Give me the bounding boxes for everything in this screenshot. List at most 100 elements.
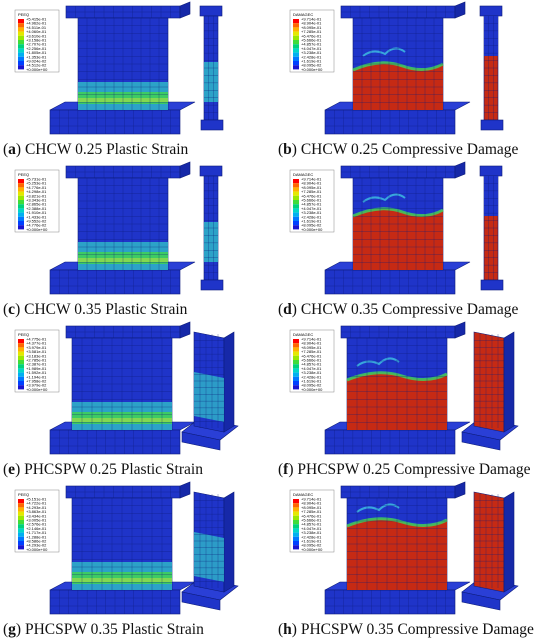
legend-swatch [18, 499, 24, 504]
legend-swatch [18, 52, 24, 57]
legend-value: +0.000e+00 [301, 387, 323, 392]
legend-value: +5.666e-01 [301, 198, 322, 203]
legend-swatch [18, 368, 24, 373]
figure-panel-c: PEEQ +5.731e-01 +5.253e-01 +4.776e-01 +4.298… [0, 161, 275, 322]
legend-value: +1.433e-01 [26, 214, 47, 219]
legend-swatch [293, 360, 299, 365]
legend-title: PEEQ [18, 172, 29, 177]
panel-label: b [283, 141, 292, 158]
legend-value: +4.962e-01 [26, 21, 47, 26]
wall-side-view [181, 331, 239, 451]
panel-label: h [283, 621, 292, 638]
panel-caption: (f) PHCSPW 0.25 Compressive Damage [278, 461, 531, 478]
wall-side-view [181, 491, 239, 611]
legend-swatch [18, 48, 24, 53]
legend-swatch [18, 385, 24, 390]
panel-label: e [8, 461, 16, 478]
legend-swatch [18, 221, 24, 226]
legend: DAMAGEC+9.714e-01+8.904e-01+8.095e-01+7.… [289, 329, 335, 393]
legend-value: +2.388e-01 [26, 206, 47, 211]
legend-value: +1.592e-01 [26, 370, 47, 375]
legend-value: +1.989e-01 [26, 366, 47, 371]
legend-swatch [18, 376, 24, 381]
legend-swatch [18, 27, 24, 32]
legend-value: +1.619e-01 [301, 539, 322, 544]
wall-side-view [479, 5, 504, 131]
legend-value: +3.238e-01 [301, 50, 322, 55]
legend-value: +1.619e-01 [301, 379, 322, 384]
legend-swatch [293, 183, 299, 188]
legend-swatch [293, 40, 299, 45]
panel-caption: (d) CHCW 0.35 Compressive Damage [278, 301, 519, 318]
legend-swatch [293, 376, 299, 381]
legend-value: +3.238e-01 [301, 370, 322, 375]
legend-value: +3.979e-02 [26, 383, 47, 388]
legend-value: +4.047e-01 [301, 526, 322, 531]
legend-value: +0.000e+00 [301, 227, 323, 232]
wall-front-view [324, 481, 471, 615]
legend-value: +4.047e-01 [301, 206, 322, 211]
legend-value: +3.238e-01 [301, 530, 322, 535]
legend-value: +2.428e-01 [301, 374, 322, 379]
legend-swatch [18, 31, 24, 36]
legend-value: +4.775e-01 [26, 337, 47, 342]
figure-panel-e: PEEQ +4.775e-01 +4.377e-01 +3.979e-01 +3.581… [0, 321, 275, 482]
legend-value: +3.979e-01 [26, 345, 47, 350]
legend-swatch [293, 499, 299, 504]
legend-value: +2.576e-01 [26, 522, 47, 527]
wall-side-view [199, 165, 224, 291]
legend-value: +5.666e-01 [301, 358, 322, 363]
legend-value: +1.910e-01 [26, 210, 47, 215]
legend-swatch [293, 515, 299, 520]
panel-caption: (c) CHCW 0.35 Plastic Strain [3, 301, 188, 318]
figure-panel-g: PEEQ +5.151e-01 +4.722e-01 +4.293e-01 +3.863… [0, 481, 275, 642]
wall-side-view [461, 331, 519, 451]
legend-swatch [293, 225, 299, 230]
legend-swatch [293, 385, 299, 390]
legend-value: +9.714e-01 [301, 177, 322, 182]
legend-swatch [293, 52, 299, 57]
legend-swatch [18, 179, 24, 184]
figure-panel-h: DAMAGEC +9.714e-01 +8.904e-01 +8.095e-01 +7.… [275, 481, 550, 642]
legend-swatch [18, 515, 24, 520]
legend-value: +4.857e-01 [301, 202, 322, 207]
legend-swatch [293, 532, 299, 537]
legend-value: +6.476e-01 [301, 33, 322, 38]
legend-swatch [293, 216, 299, 221]
legend-value: +3.238e-01 [301, 210, 322, 215]
legend-value: +7.285e-01 [301, 189, 322, 194]
legend-value: +7.958e-02 [26, 379, 47, 384]
legend-swatch [293, 520, 299, 525]
legend-swatch [293, 31, 299, 36]
legend-swatch [18, 40, 24, 45]
wall-front-view [324, 321, 471, 455]
legend-value: +3.434e-01 [26, 513, 47, 518]
panel-caption: (g) PHCSPW 0.35 Plastic Strain [3, 621, 204, 638]
figure-panel-a: PEEQ +5.415e-01 +4.962e-01 +4.511e-01 +4.060… [0, 1, 275, 162]
legend-value: +4.377e-01 [26, 341, 47, 346]
legend-value: +2.256e-01 [26, 46, 47, 51]
legend-value: +8.095e-02 [301, 383, 322, 388]
legend-value: +3.821e-01 [26, 193, 47, 198]
figure-panel-f: DAMAGEC +9.714e-01 +8.904e-01 +8.095e-01 +7.… [275, 321, 550, 482]
legend-value: +3.863e-01 [26, 509, 47, 514]
legend-value: +9.552e-02 [26, 219, 47, 224]
legend-value: +0.000e+00 [301, 67, 323, 72]
legend-value: +4.047e-01 [301, 366, 322, 371]
fe-contour-render: PEEQ+4.775e-01+4.377e-01+3.979e-01+3.581… [14, 321, 239, 455]
legend-swatch [18, 183, 24, 188]
legend-value: +2.707e-01 [26, 42, 47, 47]
legend: DAMAGEC+9.714e-01+8.904e-01+8.095e-01+7.… [289, 489, 335, 553]
legend-swatch [293, 343, 299, 348]
legend-value: +0.000e+00 [301, 547, 323, 552]
fe-contour-render: DAMAGEC+9.714e-01+8.904e-01+8.095e-01+7.… [289, 321, 519, 455]
legend-swatch [18, 65, 24, 70]
legend-swatch [293, 355, 299, 360]
legend-value: +9.714e-01 [301, 497, 322, 502]
legend-value: +8.904e-01 [301, 181, 322, 186]
legend-swatch [293, 351, 299, 356]
wall-front-view [49, 481, 196, 615]
legend-swatch [293, 200, 299, 205]
legend-value: +1.619e-01 [301, 219, 322, 224]
legend-value: +4.298e-01 [26, 189, 47, 194]
